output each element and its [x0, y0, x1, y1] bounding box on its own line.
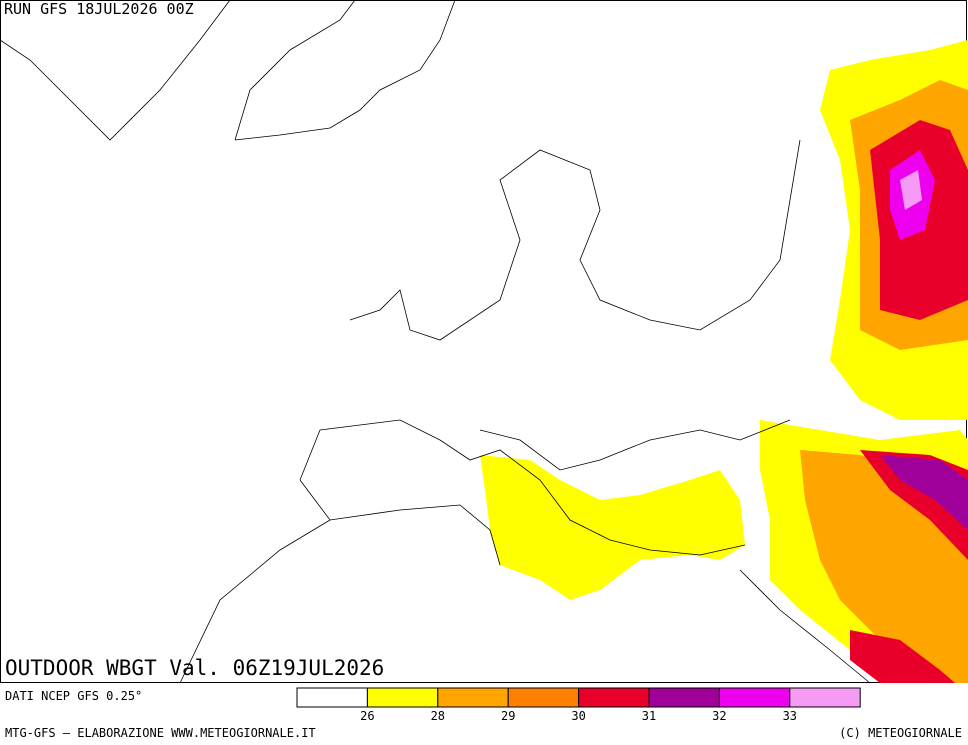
legend-swatch — [578, 687, 650, 708]
legend-swatch — [789, 687, 861, 708]
map-title: OUTDOOR WBGT Val. 06Z19JUL2026 — [5, 656, 384, 680]
legend-tick-label: 29 — [501, 709, 515, 723]
coastlines — [0, 0, 871, 684]
legend-tick-label: 30 — [571, 709, 585, 723]
heat-areas — [480, 40, 968, 683]
legend-swatch — [296, 687, 368, 708]
legend-swatch — [437, 687, 509, 708]
legend-tick-label: 33 — [783, 709, 797, 723]
credit: MTG-GFS — ELABORAZIONE WWW.METEOGIORNALE… — [5, 726, 316, 740]
legend-tick-label: 28 — [431, 709, 445, 723]
legend-swatch — [507, 687, 580, 708]
copyright: (C) METEOGIORNALE — [839, 726, 962, 740]
legend-tick-label: 32 — [712, 709, 726, 723]
legend-swatch — [366, 687, 439, 708]
legend-swatch — [648, 687, 720, 708]
run-label: RUN GFS 18JUL2026 00Z — [4, 0, 194, 18]
legend-tick-label: 31 — [642, 709, 656, 723]
color-legend: 26 28 29 30 31 32 33 — [296, 687, 861, 723]
legend-tick-label: 26 — [360, 709, 374, 723]
data-source: DATI NCEP GFS 0.25° — [5, 689, 142, 703]
legend-swatch — [718, 687, 791, 708]
